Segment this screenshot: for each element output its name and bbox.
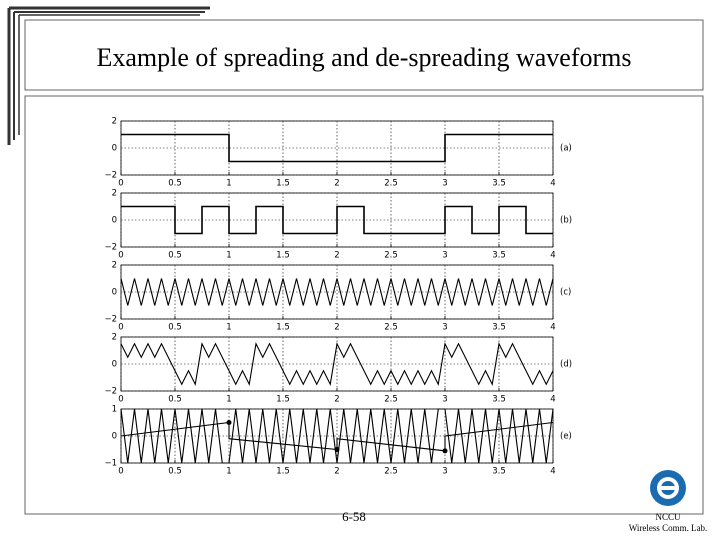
x-tick-label: 2.5: [384, 323, 398, 333]
data-point: [334, 447, 340, 452]
logo: [650, 470, 686, 506]
y-tick-label: 0: [112, 144, 117, 154]
waveform-line: [121, 205, 553, 235]
subplot-label: (b): [560, 216, 572, 226]
frame-decoration: [7, 6, 210, 145]
x-tick-label: 0: [118, 179, 123, 189]
x-tick-label: 3.5: [492, 323, 506, 333]
x-tick-label: 2: [334, 179, 339, 189]
subplot: 0 0.5 1 1.5 2 2.5 3 3.5 4−202(c): [104, 261, 571, 333]
x-tick-label: 0: [118, 323, 123, 333]
x-tick-label: 1: [226, 251, 231, 261]
y-tick-label: 2: [112, 189, 117, 199]
plot-area: [120, 264, 554, 320]
y-tick-label: −2: [104, 171, 117, 181]
waveform-line: [120, 421, 554, 452]
x-tick-label: 3.5: [492, 179, 506, 189]
x-tick-label: 3.5: [492, 251, 506, 261]
x-tick-label: 3.5: [492, 395, 506, 405]
y-tick-label: 0: [112, 216, 117, 226]
title-box: [24, 19, 704, 91]
x-tick-label: 3: [442, 323, 447, 333]
page-number: 6-58: [342, 509, 366, 524]
x-tick-label: 2.5: [384, 179, 398, 189]
x-tick-label: 4: [550, 251, 555, 261]
x-tick-label: 1: [226, 467, 231, 477]
y-tick-label: 2: [112, 117, 117, 127]
y-tick-label: −2: [104, 387, 117, 397]
x-tick-label: 1.5: [276, 323, 290, 333]
y-tick-label: 0: [112, 360, 117, 370]
y-tick-label: 1: [112, 405, 117, 415]
x-tick-label: 2: [334, 323, 339, 333]
x-tick-label: 2: [334, 467, 339, 477]
x-tick-label: 1.5: [276, 395, 290, 405]
x-tick-label: 1.5: [276, 179, 290, 189]
y-tick-label: −2: [104, 315, 117, 325]
x-tick-label: 0: [118, 395, 123, 405]
y-tick-label: −2: [104, 243, 117, 253]
y-tick-label: −1: [104, 459, 117, 469]
x-tick-label: 2.5: [384, 467, 398, 477]
x-tick-label: 0: [118, 251, 123, 261]
data-point: [442, 448, 448, 454]
x-tick-label: 2.5: [384, 251, 398, 261]
subplot: 0 0.5 1 1.5 2 2.5 3 3.5 4−202(a): [104, 117, 571, 189]
plot-area: [120, 120, 554, 176]
x-tick-label: 0.5: [168, 251, 182, 261]
data-point: [226, 420, 232, 425]
x-tick-label: 0.5: [168, 323, 182, 333]
x-tick-label: 1.5: [276, 251, 290, 261]
waveform-line: [120, 408, 554, 464]
x-tick-label: 3: [442, 179, 447, 189]
x-tick-label: 2: [334, 395, 339, 405]
subplot: 0 0.5 1 1.5 2 2.5 3 3.5 4−202(b): [104, 189, 572, 261]
lab-name: Wireless Comm. Lab.: [629, 523, 708, 533]
y-tick-label: 2: [112, 261, 117, 271]
x-tick-label: 3: [442, 467, 447, 477]
y-tick-label: 0: [112, 432, 117, 442]
x-tick-label: 2: [334, 251, 339, 261]
x-tick-label: 3: [442, 395, 447, 405]
x-tick-label: 3.5: [492, 467, 506, 477]
x-tick-label: 4: [550, 179, 555, 189]
x-tick-label: 0: [118, 467, 123, 477]
subplot-label: (a): [560, 144, 572, 154]
waveform-line: [120, 278, 554, 306]
x-tick-label: 4: [550, 395, 555, 405]
waveform-line: [121, 133, 553, 163]
slide-title: Example of spreading and de-spreading wa…: [97, 43, 632, 72]
x-tick-label: 3: [442, 251, 447, 261]
y-tick-label: 2: [112, 333, 117, 343]
subplot: 0 0.5 1 1.5 2 2.5 3 3.5 4−202(d): [104, 333, 572, 405]
waveform-line: [120, 341, 554, 387]
x-tick-label: 0.5: [168, 467, 182, 477]
subplot-label: (e): [560, 432, 572, 442]
x-tick-label: 1.5: [276, 467, 290, 477]
subplot: 0 0.5 1 1.5 2 2.5 3 3.5 4−101(e): [104, 405, 571, 477]
subplot-label: (d): [560, 360, 572, 370]
x-tick-label: 4: [550, 467, 555, 477]
x-tick-label: 0.5: [168, 395, 182, 405]
x-tick-label: 2.5: [384, 395, 398, 405]
subplot-label: (c): [560, 288, 571, 298]
x-tick-label: 0.5: [168, 179, 182, 189]
org-name: NCCU: [655, 512, 681, 522]
y-tick-label: 0: [112, 288, 117, 298]
x-tick-label: 1: [226, 179, 231, 189]
x-tick-label: 1: [226, 395, 231, 405]
x-tick-label: 1: [226, 323, 231, 333]
x-tick-label: 4: [550, 323, 555, 333]
